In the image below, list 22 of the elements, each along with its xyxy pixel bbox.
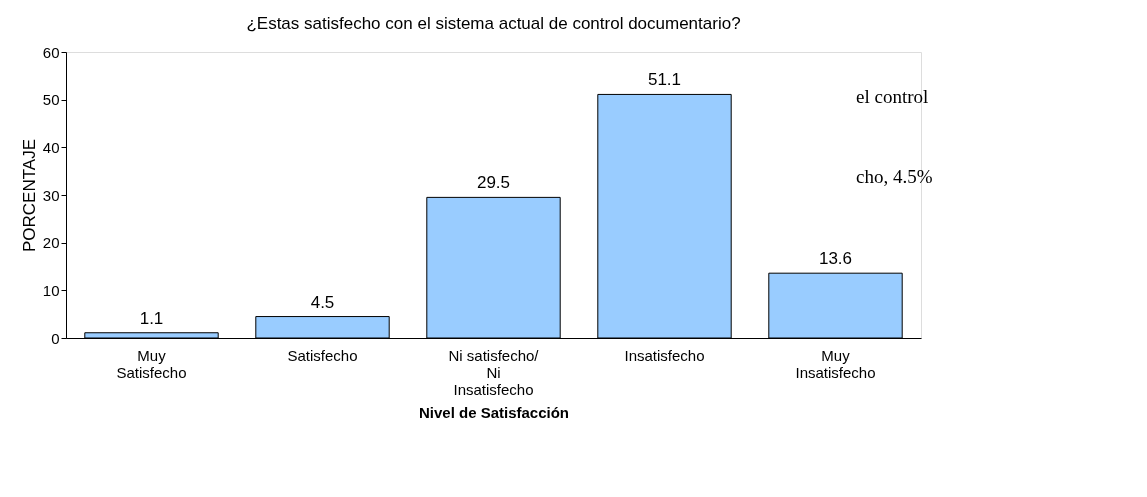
x-tick-label: Ni satisfecho/ Ni Insatisfecho (448, 346, 540, 398)
data-label: 51.1 (647, 70, 682, 90)
annotation: el control (856, 86, 929, 107)
annotation: cho, 4.5% (856, 166, 933, 187)
y-tick-label: 10 (42, 281, 60, 299)
x-tick-label: Muy Satisfecho (116, 346, 187, 381)
data-label: 29.5 (476, 173, 511, 193)
data-label: 1.1 (139, 308, 164, 328)
y-tick-label: 60 (42, 43, 60, 61)
y-tick-label: 0 (51, 329, 60, 347)
x-tick-label: Satisfecho (287, 346, 358, 364)
y-axis-title: PORCENTAJE (19, 138, 39, 253)
y-tick-label: 50 (42, 91, 60, 109)
y-tick-label: 40 (42, 138, 60, 156)
chart-title: ¿Estas satisfecho con el sistema actual de control documentario? (246, 14, 741, 33)
x-axis-title: Nivel de Satisfacción (418, 403, 570, 421)
data-label: 4.5 (310, 292, 335, 312)
x-tick-label: Insatisfecho (624, 346, 705, 364)
y-tick-label: 30 (42, 186, 60, 204)
x-tick-label: Muy Insatisfecho (795, 346, 876, 381)
data-label: 13.6 (818, 249, 853, 269)
y-tick-label: 20 (42, 234, 60, 252)
